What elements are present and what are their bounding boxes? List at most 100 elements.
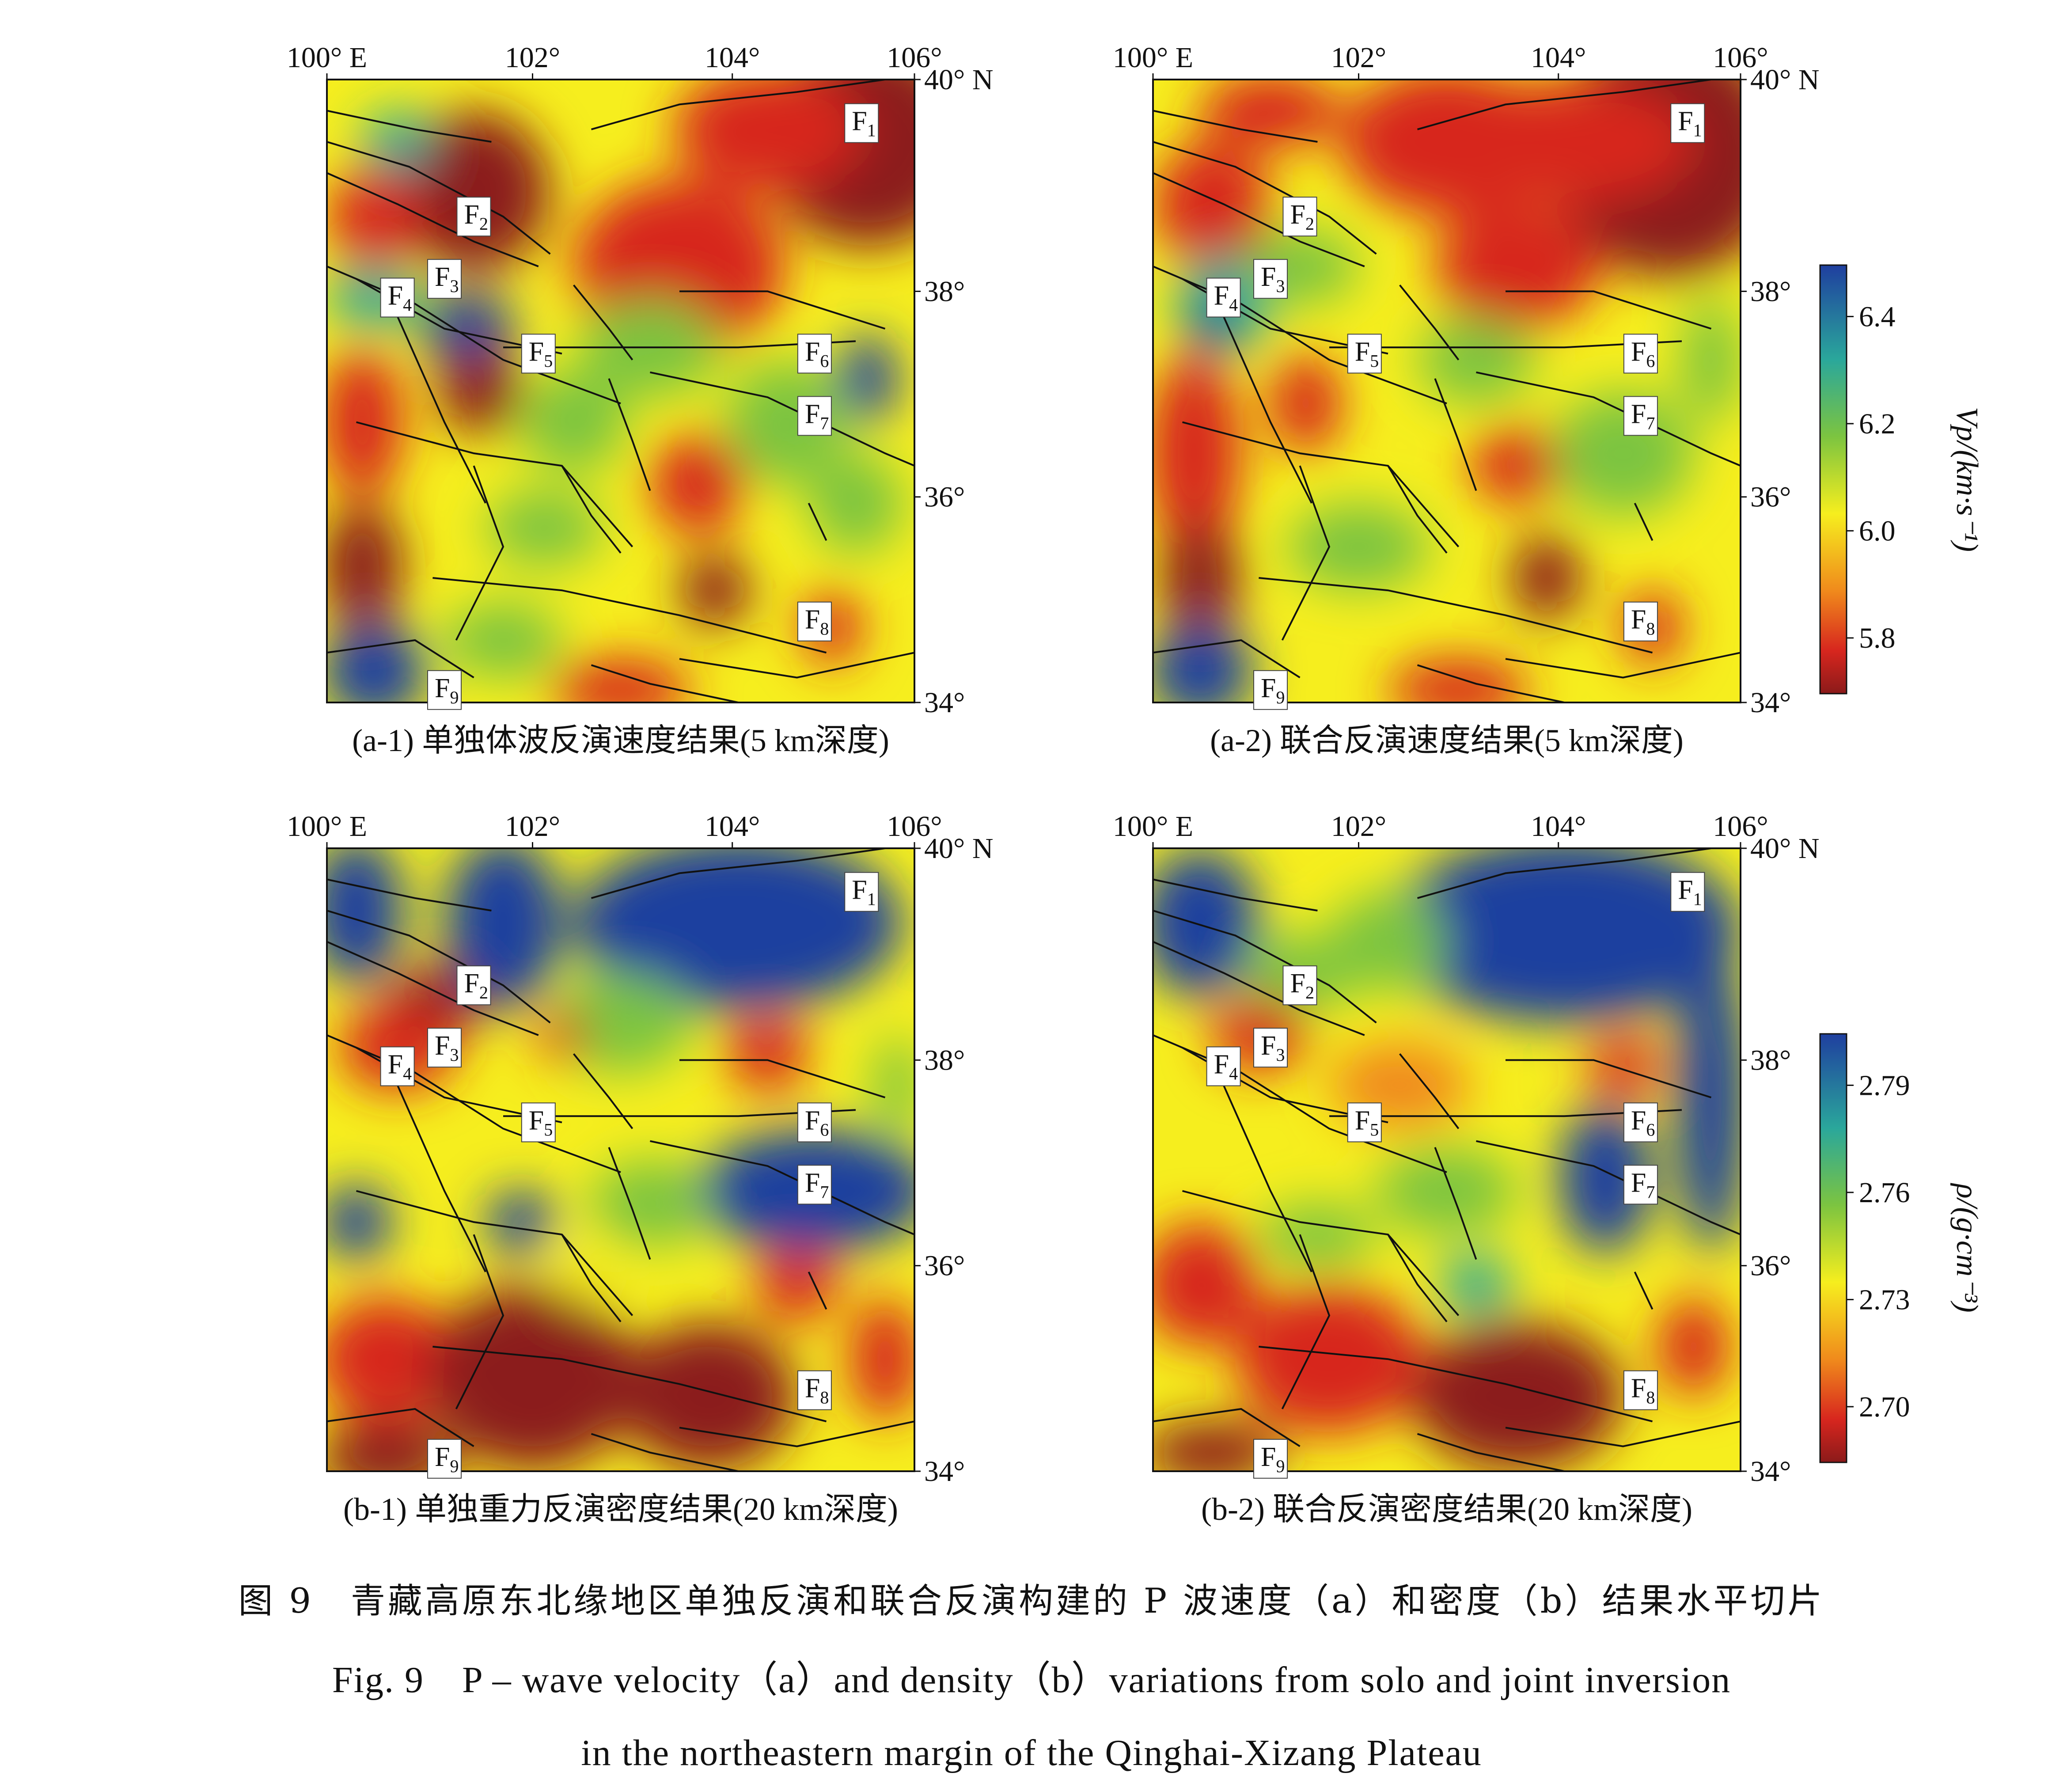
fault-trace: [679, 1420, 914, 1447]
fault-label-F6: F6: [797, 1102, 832, 1143]
fault-label-F9: F9: [427, 670, 462, 710]
fault-label-F1: F1: [844, 872, 879, 912]
panel-caption: (a-2) 联合反演速度结果(5 km深度): [1210, 723, 1684, 758]
field-anomaly: [1682, 297, 1741, 422]
fault-trace: [327, 1408, 474, 1447]
field-anomaly: [838, 335, 897, 422]
field-anomaly: [1259, 1203, 1377, 1266]
panel-frame: [1152, 79, 1741, 703]
map-panels: 100° E 102° 104° 106°40° N38°36°34°F1F2F3F4…: [287, 42, 1820, 1527]
fault-trace: [1259, 577, 1653, 654]
colorbar-velocity: 6.4 6.2 6.0 5.8 Vp/(km·s⁻¹): [1819, 264, 1984, 695]
lon-tick-label: 104°: [1531, 42, 1586, 74]
fault-trace: [1153, 910, 1377, 1024]
fault-label-F2: F2: [1282, 965, 1317, 1006]
lon-tick-label: 106°: [887, 810, 942, 843]
figure-caption-en-line1: Fig. 9 P – wave velocity（a）and density（b…: [332, 1659, 1731, 1701]
fault-trace: [1153, 941, 1365, 1036]
fault-trace: [1153, 141, 1377, 255]
field-anomaly: [726, 360, 844, 485]
fault-trace: [591, 1433, 739, 1471]
fault-label-F5: F5: [1347, 1102, 1382, 1143]
field-anomaly: [444, 603, 562, 678]
field-anomaly: [1658, 1297, 1729, 1397]
fault-trace: [1281, 465, 1331, 641]
fault-trace: [1329, 1109, 1682, 1117]
fault-label-F1: F1: [844, 103, 879, 143]
fault-trace: [1329, 340, 1682, 349]
lat-tick-label: 34°: [924, 687, 965, 719]
fault-label-F9: F9: [427, 1439, 462, 1479]
field-anomaly: [421, 291, 515, 366]
fault-trace: [591, 80, 885, 130]
field-anomaly: [1441, 1253, 1512, 1316]
fault-trace: [396, 1084, 486, 1272]
fault-trace: [808, 1271, 827, 1310]
field-anomaly: [1417, 316, 1535, 404]
lon-tick-label: 102°: [1331, 810, 1386, 843]
fault-label-F2: F2: [456, 197, 491, 237]
fault-trace: [591, 848, 885, 899]
field-anomaly: [520, 372, 627, 472]
fault-trace: [573, 285, 633, 361]
field-anomaly: [621, 1321, 797, 1471]
lat-tick-label: 36°: [1750, 1250, 1791, 1282]
fault-trace: [455, 1234, 504, 1409]
fault-label-F1: F1: [1670, 103, 1705, 143]
field-anomaly: [327, 503, 403, 628]
colorbar-density: 2.79 2.76 2.73 2.70 ρ/(g·cm⁻³): [1819, 1033, 1984, 1463]
panel-frame: [326, 79, 915, 703]
fault-trace: [1153, 110, 1318, 143]
fault-trace: [1434, 1147, 1477, 1260]
field-anomaly: [327, 621, 427, 702]
fault-trace: [327, 172, 539, 267]
fault-label-F4: F4: [1206, 277, 1241, 318]
fault-label-F2: F2: [456, 965, 491, 1006]
fault-trace: [679, 290, 886, 330]
lon-tick-label: 104°: [705, 42, 760, 74]
field-anomaly: [591, 1160, 709, 1247]
field-anomaly: [1511, 534, 1582, 622]
svg-text:F1: F1: [852, 106, 876, 140]
fault-trace: [1417, 80, 1711, 130]
colorbar-label: ρ/(g·cm⁻³): [1950, 1183, 1984, 1313]
field-anomaly: [327, 347, 403, 497]
lat-tick-label: 34°: [924, 1455, 965, 1488]
field-anomaly: [1376, 1147, 1517, 1235]
svg-text:F7: F7: [1631, 399, 1655, 433]
field-anomaly: [1288, 503, 1430, 591]
fault-trace: [327, 941, 539, 1036]
fault-label-F7: F7: [797, 396, 832, 436]
fault-label-F4: F4: [380, 277, 415, 318]
figure-caption-en-line2: in the northeastern margin of the Qingha…: [581, 1732, 1482, 1773]
fault-label-F8: F8: [797, 1370, 832, 1410]
fault-label-F3: F3: [1253, 1028, 1288, 1068]
panel-a-2: 100° E 102° 104° 106°40° N 38° 36° 34° F1 F2 F3 F4…: [1113, 42, 1820, 758]
field-anomaly: [1435, 204, 1600, 329]
lat-tick-label: 34°: [1750, 1455, 1791, 1488]
fault-trace: [1506, 1059, 1712, 1098]
fault-trace: [1505, 652, 1741, 679]
colorbar-tick-label: 2.76: [1859, 1177, 1910, 1209]
lat-tick-label: 36°: [1750, 481, 1791, 513]
fault-label-F8: F8: [1623, 601, 1658, 642]
panel-frame: [326, 847, 915, 1472]
field-anomaly: [1153, 142, 1271, 266]
field-anomaly: [1388, 848, 1741, 1023]
fault-trace: [1417, 1433, 1565, 1471]
field-anomaly: [485, 490, 603, 566]
fault-lines: [1153, 80, 1741, 702]
fault-label-F3: F3: [427, 259, 462, 299]
field-anomaly: [550, 659, 691, 702]
fault-label-F2: F2: [1282, 197, 1317, 237]
fault-label-F8: F8: [797, 601, 832, 642]
panel-frame: [1152, 847, 1741, 1472]
lat-tick-label: 38°: [924, 275, 965, 308]
fault-label-F9: F9: [1253, 1439, 1288, 1479]
fault-trace: [808, 502, 827, 541]
field-anomaly: [327, 1297, 456, 1422]
field-anomaly: [755, 1247, 838, 1322]
field-anomaly: [850, 1297, 914, 1422]
fault-trace: [432, 1346, 827, 1423]
